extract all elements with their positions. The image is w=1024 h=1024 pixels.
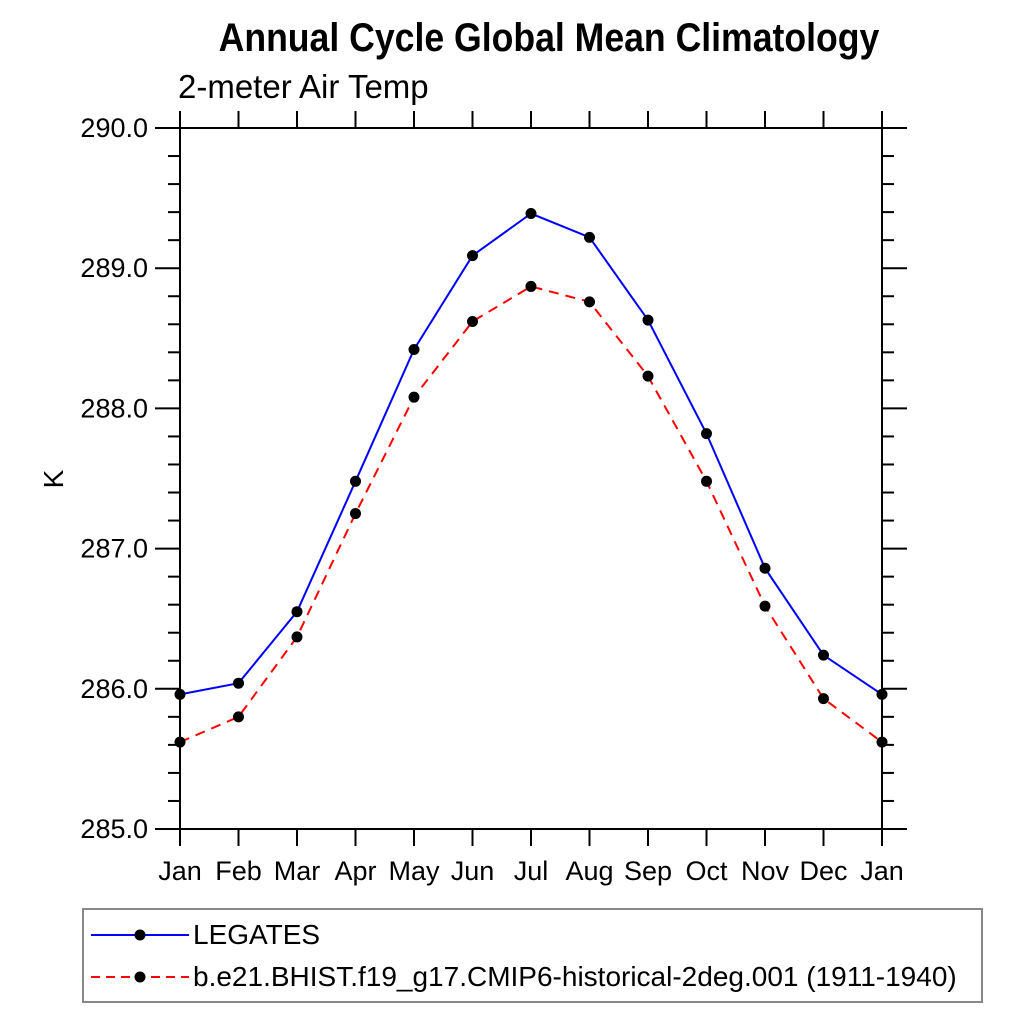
x-tick-label: Mar: [274, 856, 321, 886]
chart-subtitle: 2-meter Air Temp: [178, 68, 429, 105]
y-tick-label: 289.0: [80, 253, 148, 283]
x-tick-label: Jan: [158, 856, 202, 886]
series-marker-1: [525, 280, 537, 292]
series-marker-1: [408, 391, 420, 403]
legend-sample-line-icon: [91, 929, 189, 941]
series-marker-0: [876, 688, 888, 700]
series-marker-0: [525, 208, 537, 220]
series-marker-0: [584, 231, 595, 243]
y-tick-label: 285.0: [80, 814, 148, 844]
series-marker-1: [233, 711, 244, 723]
legend-label: LEGATES: [193, 919, 321, 950]
series-marker-0: [408, 344, 420, 356]
series-marker-0: [642, 314, 654, 326]
x-tick-label: Jun: [451, 856, 495, 886]
plot-frame: [179, 127, 883, 830]
series-marker-0: [174, 688, 186, 700]
series-marker-1: [584, 296, 595, 308]
series-marker-0: [818, 649, 829, 661]
legend-marker-sample: [134, 929, 146, 941]
series-marker-1: [467, 315, 478, 327]
y-tick-label: 286.0: [80, 674, 148, 704]
x-tick-label: Jul: [514, 856, 549, 886]
series-marker-1: [818, 693, 829, 705]
series-marker-0: [701, 428, 712, 440]
legend-marker-sample: [134, 971, 146, 983]
chart-title: Annual Cycle Global Mean Climatology: [218, 16, 880, 60]
series-marker-1: [291, 631, 303, 643]
legend-label: b.e21.BHIST.f19_g17.CMIP6-historical-2de…: [193, 961, 957, 992]
series-marker-0: [233, 677, 244, 689]
series-marker-0: [467, 250, 478, 262]
series-marker-1: [759, 600, 771, 612]
legend: LEGATES b.e21.BHIST.f19_g17.CMIP6-histor…: [82, 908, 983, 1003]
series-line-1: [179, 285, 883, 743]
y-tick-label: 290.0: [80, 113, 148, 143]
x-tick-label: Aug: [565, 856, 613, 886]
series-marker-1: [350, 508, 361, 520]
series-marker-0: [350, 475, 361, 487]
x-tick-label: Feb: [215, 856, 262, 886]
x-tick-label: Nov: [741, 856, 790, 886]
x-tick-label: Oct: [685, 856, 728, 886]
x-tick-label: Sep: [624, 856, 672, 886]
y-tick-label: 287.0: [80, 534, 148, 564]
series-marker-0: [291, 606, 303, 618]
legend-sample-line-icon: [91, 971, 189, 983]
series-marker-1: [701, 475, 712, 487]
series-marker-1: [174, 736, 186, 748]
x-tick-label: Apr: [334, 856, 376, 886]
legend-entry-model: b.e21.BHIST.f19_g17.CMIP6-historical-2de…: [87, 960, 957, 994]
x-tick-label: May: [388, 856, 440, 886]
x-tick-label: Jan: [860, 856, 904, 886]
series-marker-0: [759, 562, 771, 574]
y-tick-label: 288.0: [80, 393, 148, 423]
series-marker-1: [642, 370, 654, 382]
x-tick-label: Dec: [799, 856, 847, 886]
legend-entry-legates: LEGATES: [87, 918, 320, 952]
series-marker-1: [876, 736, 888, 748]
